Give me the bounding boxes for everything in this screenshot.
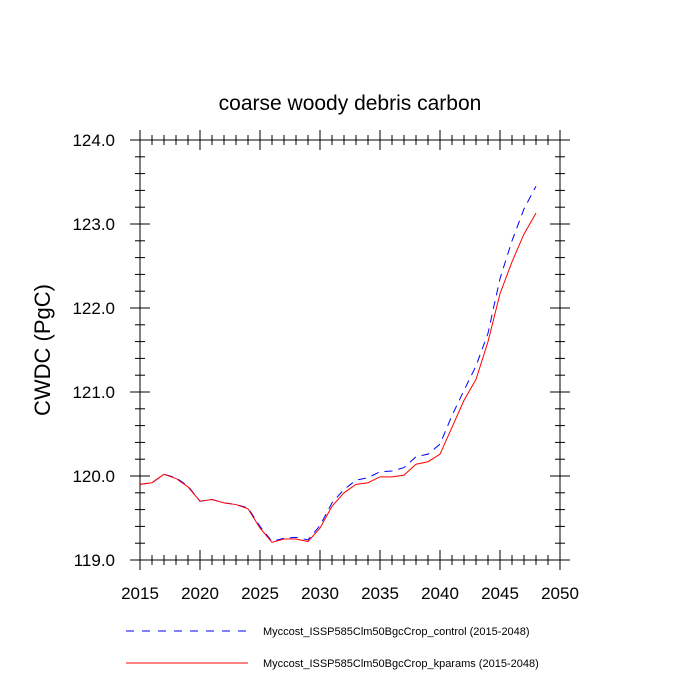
plot-frame — [139, 139, 561, 561]
series-lines — [139, 185, 537, 543]
y-tick-label: 119.0 — [74, 551, 115, 570]
y-tick-label: 123.0 — [72, 215, 115, 234]
chart-title: coarse woody debris carbon — [219, 92, 482, 115]
legend-label-1: Myccost_ISSP585Clm50BgcCrop_control (201… — [263, 626, 530, 638]
y-tick-label: 124.0 — [72, 131, 115, 150]
x-tick-label: 2025 — [241, 584, 279, 603]
x-tick-label: 2020 — [181, 584, 219, 603]
x-tick-label: 2015 — [121, 584, 159, 603]
x-tick-label: 2030 — [301, 584, 339, 603]
x-tick-label: 2035 — [361, 584, 399, 603]
x-tick-label: 2040 — [421, 584, 459, 603]
y-tick-label: 120.0 — [72, 467, 115, 486]
legend-label-2: Myccost_ISSP585Clm50BgcCrop_kparams (201… — [263, 658, 539, 670]
x-tick-label: 2045 — [481, 584, 519, 603]
y-axis-label: CWDC (PgC) — [30, 284, 55, 416]
legend: Myccost_ISSP585Clm50BgcCrop_control (201… — [126, 626, 539, 670]
series-line-2 — [139, 212, 537, 543]
axis-tick-labels: 2015 2020 2025 2030 2035 2040 2045 2050 119.0 120… — [72, 131, 578, 603]
series-line-1 — [139, 185, 537, 543]
y-tick-label: 122.0 — [72, 299, 115, 318]
y-tick-label: 121.0 — [72, 383, 115, 402]
x-tick-label: 2050 — [541, 584, 579, 603]
axis-ticks — [130, 130, 570, 570]
